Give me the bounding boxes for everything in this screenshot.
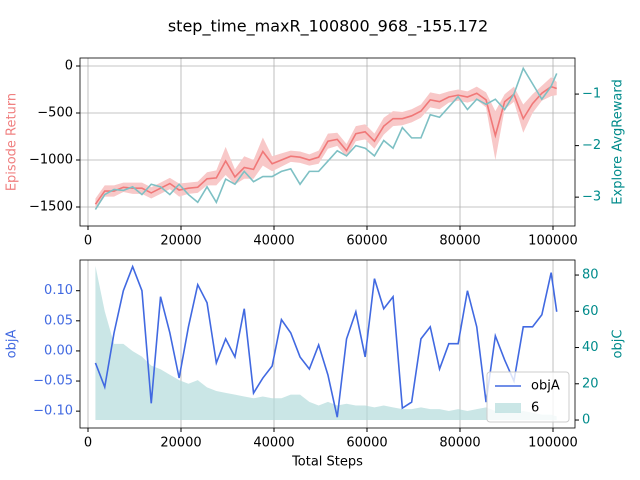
x-tick-label: 0 (84, 436, 92, 451)
y2-tick-label: 0 (582, 413, 590, 428)
y-axis-label: objA (5, 330, 20, 359)
y2-tick-label: −3 (582, 190, 601, 205)
y-tick-label: −0.10 (33, 404, 73, 419)
line (94, 66, 558, 210)
y2-tick-label: 60 (582, 304, 599, 319)
x-tick-label: 80000 (439, 234, 480, 249)
plot-frame (79, 57, 576, 227)
x-tick-label: 0 (84, 234, 92, 249)
y-axis-label: Episode Return (5, 93, 20, 191)
x-tick-label: 100000 (528, 436, 578, 451)
x-tick-label: 100000 (528, 234, 578, 249)
x-tick-label: 60000 (346, 234, 387, 249)
y2-axis-label: Explore AvgReward (611, 79, 626, 204)
y-tick-label: −0.05 (33, 374, 73, 389)
y-tick-label: 0.00 (44, 343, 73, 358)
legend-swatch (495, 403, 521, 413)
x-tick-label: 40000 (253, 436, 294, 451)
y2-tick-label: 40 (582, 340, 599, 355)
y2-tick-label: 20 (582, 376, 599, 391)
x-tick-label: 60000 (346, 436, 387, 451)
x-tick-label: 80000 (439, 436, 480, 451)
plot-frame (79, 259, 576, 429)
y2-tick-label: −2 (582, 138, 601, 153)
y-tick-label: −1000 (29, 153, 73, 168)
y2-tick-label: 80 (582, 268, 599, 283)
y-tick-label: −1500 (29, 200, 73, 215)
line (94, 85, 557, 205)
x-tick-label: 20000 (160, 234, 201, 249)
area (95, 265, 557, 421)
legend-label: objA (531, 379, 560, 394)
line (94, 264, 558, 418)
y2-axis-label: objC (611, 330, 626, 359)
figure-title: step_time_maxR_100800_968_-155.172 (168, 17, 488, 37)
x-tick-label: 20000 (160, 436, 201, 451)
y2-tick-label: −1 (582, 87, 601, 102)
legend-label: 6 (531, 401, 539, 416)
y-tick-label: 0.10 (44, 283, 73, 298)
y-tick-label: −500 (37, 105, 73, 120)
x-tick-label: 40000 (253, 234, 294, 249)
y-tick-label: 0 (65, 58, 73, 73)
y-tick-label: 0.05 (44, 313, 73, 328)
x-axis-label: Total Steps (291, 455, 363, 470)
